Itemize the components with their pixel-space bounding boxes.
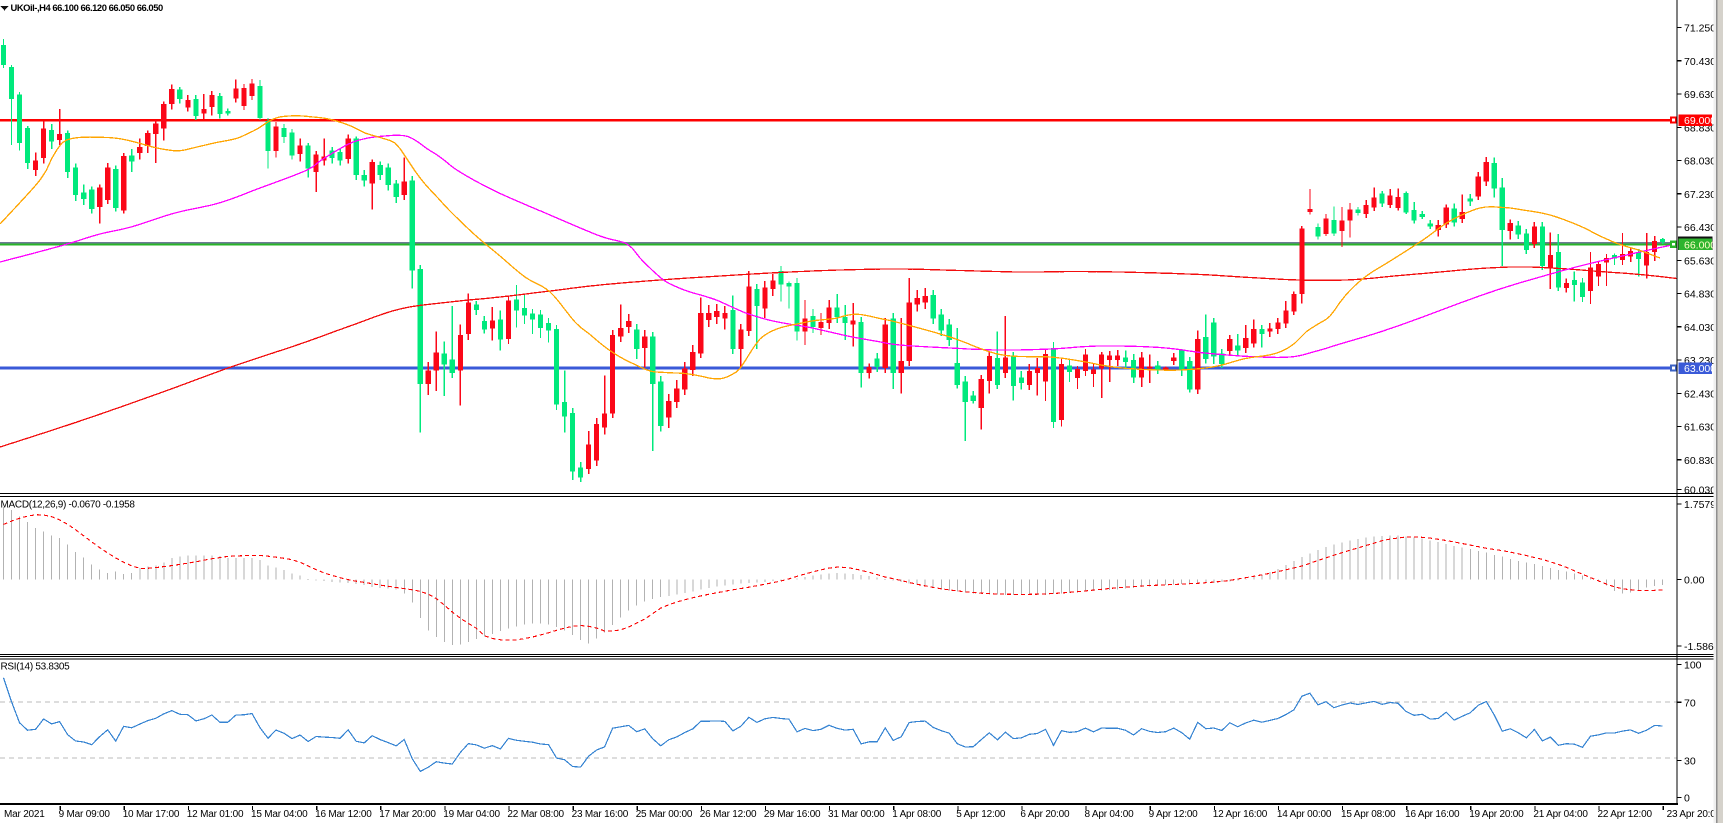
svg-text:6 Apr 20:00: 6 Apr 20:00 bbox=[1020, 809, 1070, 820]
svg-text:15 Apr 08:00: 15 Apr 08:00 bbox=[1341, 809, 1396, 820]
svg-text:61.630: 61.630 bbox=[1684, 422, 1716, 434]
svg-text:70.430: 70.430 bbox=[1684, 56, 1716, 68]
svg-text:1 Apr 08:00: 1 Apr 08:00 bbox=[892, 809, 942, 820]
svg-text:16 Apr 16:00: 16 Apr 16:00 bbox=[1405, 809, 1460, 820]
svg-text:22 Apr 12:00: 22 Apr 12:00 bbox=[1598, 809, 1653, 820]
svg-text:70: 70 bbox=[1684, 697, 1696, 709]
svg-text:30: 30 bbox=[1684, 756, 1696, 768]
svg-text:Mar 2021: Mar 2021 bbox=[4, 809, 45, 820]
svg-text:69.630: 69.630 bbox=[1684, 89, 1716, 101]
svg-text:0: 0 bbox=[1684, 792, 1690, 804]
svg-text:64.030: 64.030 bbox=[1684, 322, 1716, 334]
svg-text:60.030: 60.030 bbox=[1684, 485, 1716, 497]
svg-text:10 Mar 17:00: 10 Mar 17:00 bbox=[123, 809, 180, 820]
svg-text:8 Apr 04:00: 8 Apr 04:00 bbox=[1085, 809, 1135, 820]
svg-text:25 Mar 00:00: 25 Mar 00:00 bbox=[636, 809, 693, 820]
svg-text:19 Apr 20:00: 19 Apr 20:00 bbox=[1469, 809, 1524, 820]
svg-text:-1.5867: -1.5867 bbox=[1684, 641, 1720, 653]
svg-text:9 Mar 09:00: 9 Mar 09:00 bbox=[59, 809, 111, 820]
svg-text:15 Mar 04:00: 15 Mar 04:00 bbox=[251, 809, 308, 820]
svg-text:65.630: 65.630 bbox=[1684, 255, 1716, 267]
svg-text:26 Mar 12:00: 26 Mar 12:00 bbox=[700, 809, 757, 820]
svg-text:RSI(14) 53.8305: RSI(14) 53.8305 bbox=[1, 662, 71, 673]
svg-text:66.430: 66.430 bbox=[1684, 222, 1716, 234]
svg-text:22 Mar 08:00: 22 Mar 08:00 bbox=[507, 809, 564, 820]
svg-text:UKOil-,H4 66.100 66.120 66.05: UKOil-,H4 66.100 66.120 66.050 66.050 bbox=[11, 2, 163, 13]
svg-text:9 Apr 12:00: 9 Apr 12:00 bbox=[1149, 809, 1199, 820]
svg-text:23 Apr 20:00: 23 Apr 20:00 bbox=[1667, 809, 1722, 820]
svg-text:23 Mar 16:00: 23 Mar 16:00 bbox=[572, 809, 629, 820]
svg-text:1.7579: 1.7579 bbox=[1684, 499, 1716, 511]
svg-text:62.430: 62.430 bbox=[1684, 388, 1716, 400]
svg-text:64.830: 64.830 bbox=[1684, 289, 1716, 301]
svg-text:21 Apr 04:00: 21 Apr 04:00 bbox=[1533, 809, 1588, 820]
svg-text:68.030: 68.030 bbox=[1684, 156, 1716, 168]
svg-text:0.00: 0.00 bbox=[1684, 575, 1705, 587]
svg-text:5 Apr 12:00: 5 Apr 12:00 bbox=[956, 809, 1006, 820]
svg-text:69.000: 69.000 bbox=[1684, 115, 1716, 127]
svg-text:67.230: 67.230 bbox=[1684, 189, 1716, 201]
svg-text:12 Apr 16:00: 12 Apr 16:00 bbox=[1213, 809, 1268, 820]
svg-text:12 Mar 01:00: 12 Mar 01:00 bbox=[187, 809, 244, 820]
svg-text:60.830: 60.830 bbox=[1684, 455, 1716, 467]
svg-text:31 Mar 00:00: 31 Mar 00:00 bbox=[828, 809, 885, 820]
svg-text:100: 100 bbox=[1684, 660, 1702, 672]
svg-text:29 Mar 16:00: 29 Mar 16:00 bbox=[764, 809, 821, 820]
svg-text:17 Mar 20:00: 17 Mar 20:00 bbox=[379, 809, 436, 820]
svg-text:16 Mar 12:00: 16 Mar 12:00 bbox=[315, 809, 372, 820]
svg-text:14 Apr 00:00: 14 Apr 00:00 bbox=[1277, 809, 1332, 820]
svg-text:19 Mar 04:00: 19 Mar 04:00 bbox=[443, 809, 500, 820]
svg-text:63.000: 63.000 bbox=[1684, 363, 1716, 375]
svg-text:71.250: 71.250 bbox=[1684, 23, 1716, 35]
svg-text:66.000: 66.000 bbox=[1684, 239, 1716, 251]
svg-text:MACD(12,26,9) -0.0670 -0.1958: MACD(12,26,9) -0.0670 -0.1958 bbox=[1, 499, 136, 510]
